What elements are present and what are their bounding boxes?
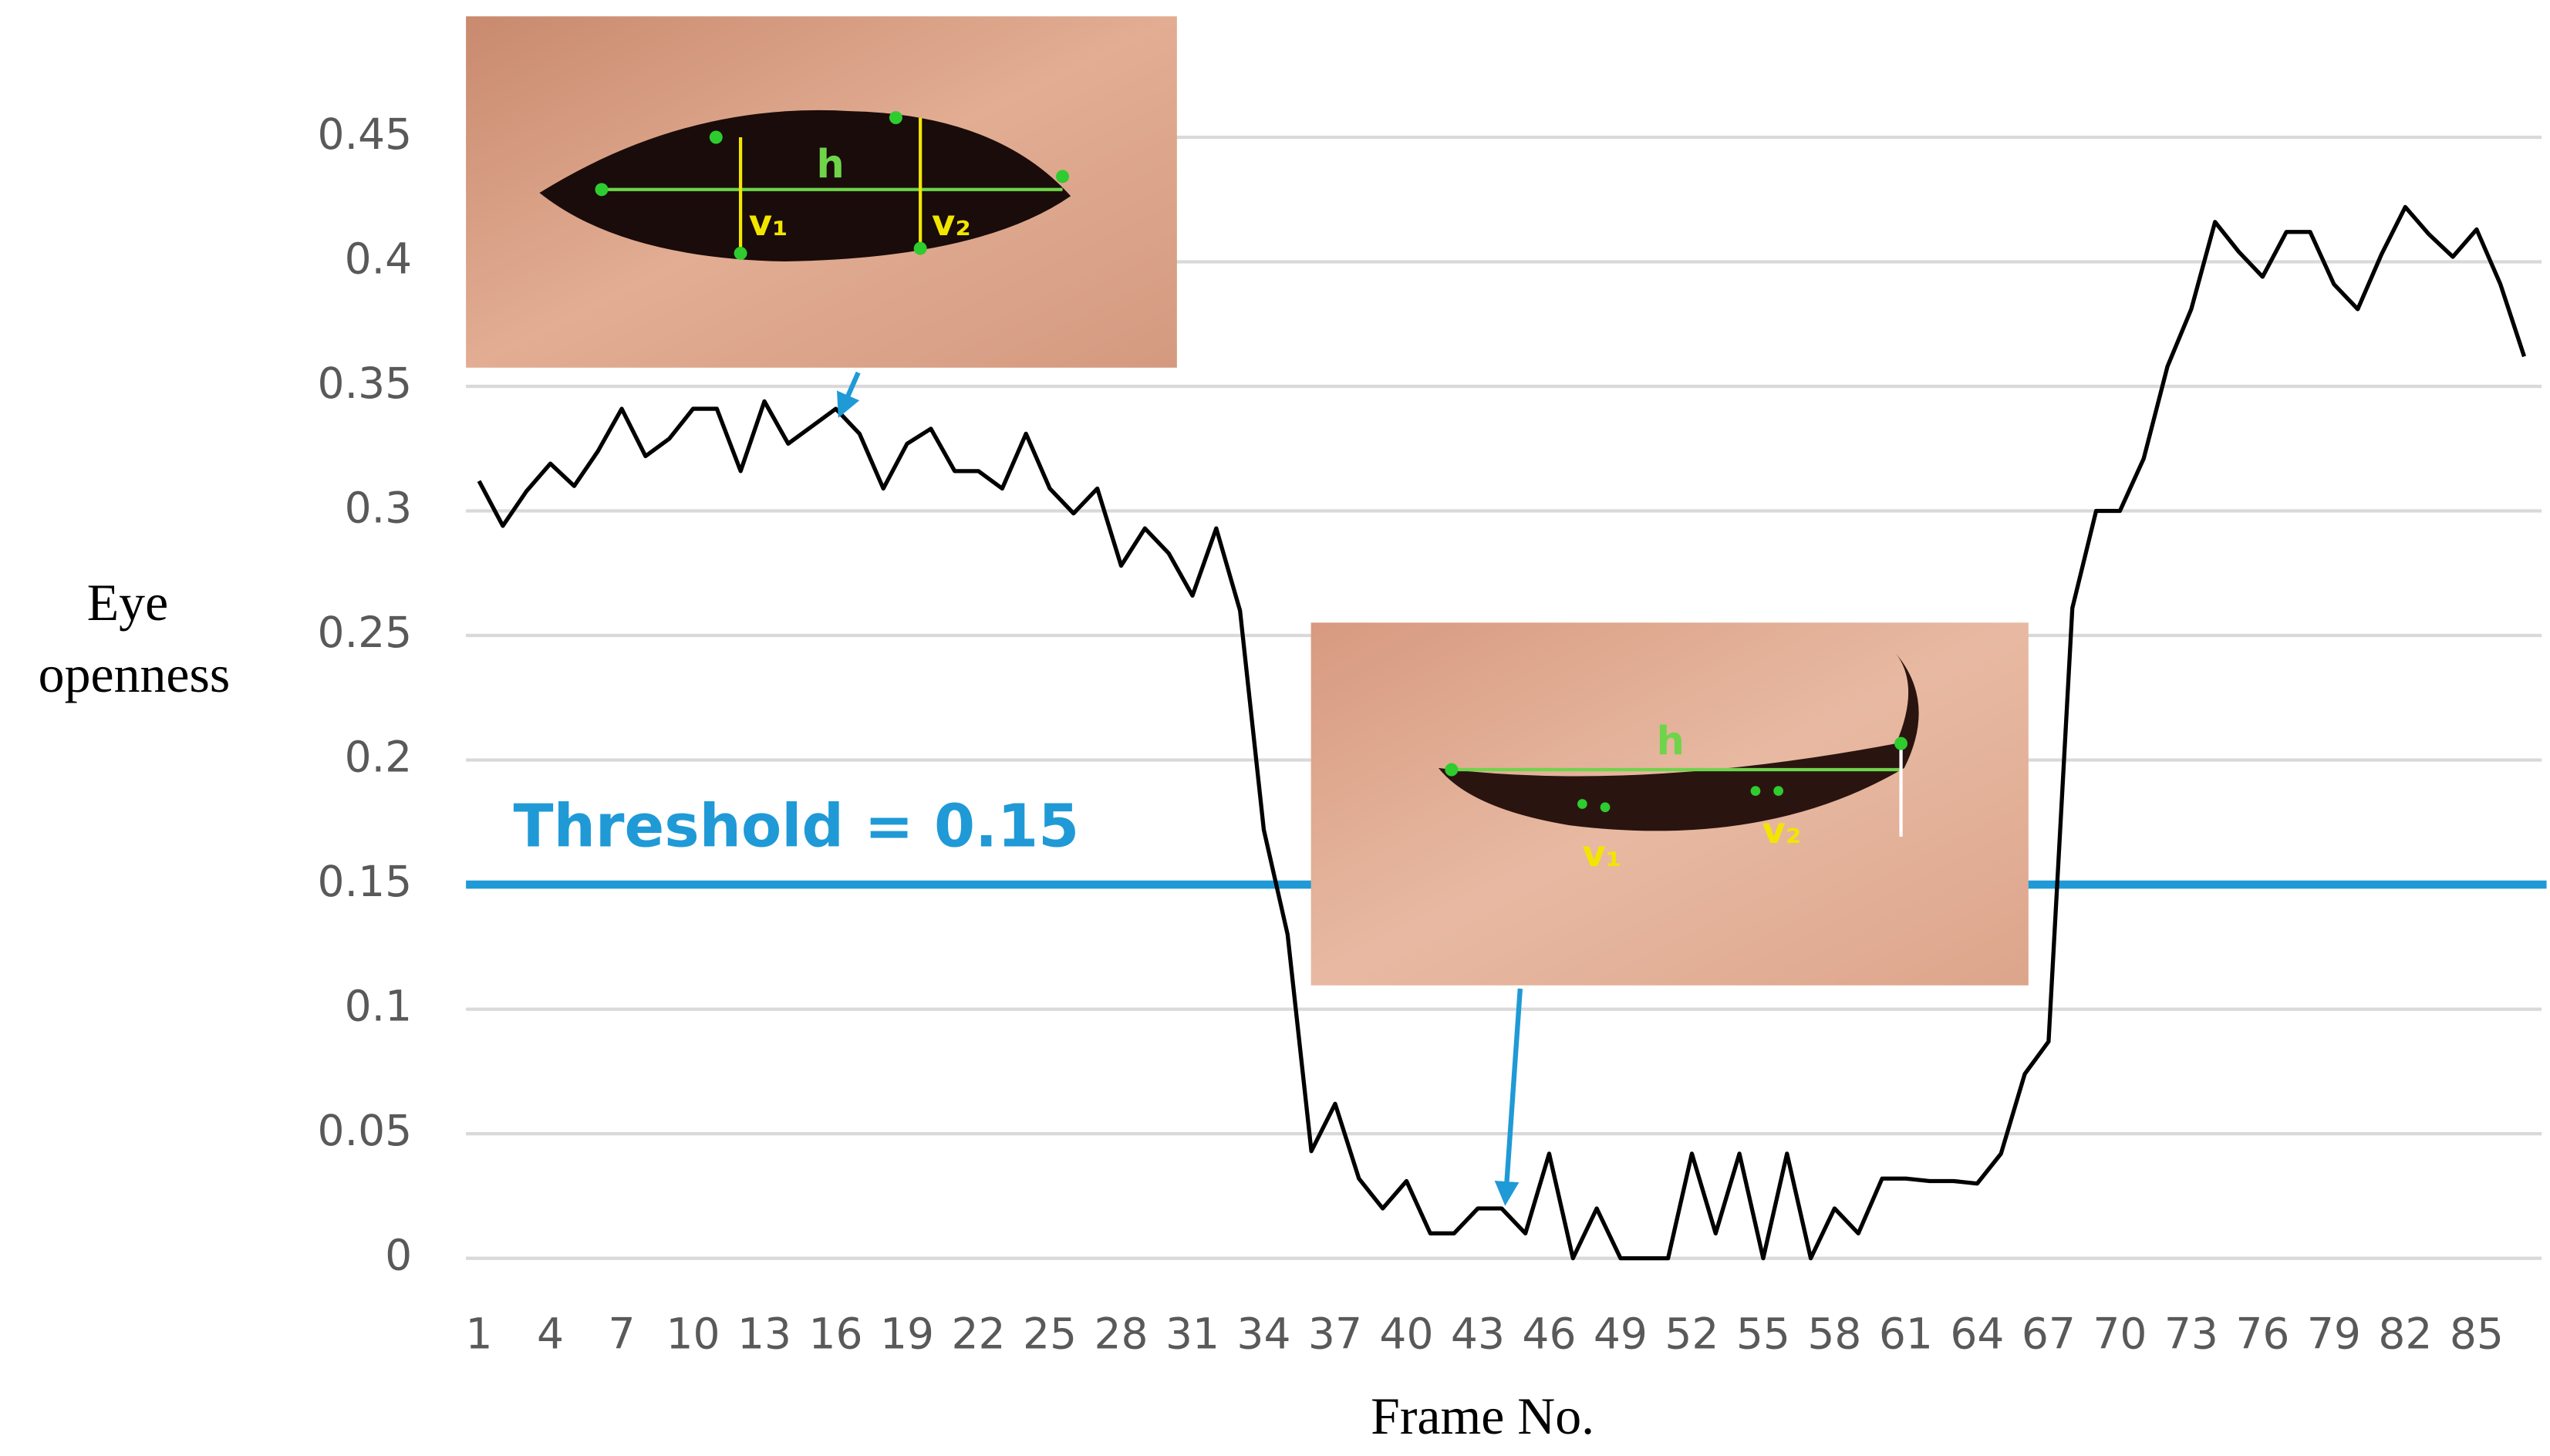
x-tick-label: 58 (1807, 1309, 1861, 1358)
landmark (1577, 799, 1587, 809)
x-tick-label: 37 (1308, 1309, 1362, 1358)
landmark (1056, 170, 1070, 184)
x-tick-label: 49 (1594, 1309, 1648, 1358)
landmark (889, 111, 902, 125)
threshold-label: Threshold = 0.15 (514, 791, 1080, 860)
landmark (1750, 786, 1761, 796)
eye-shape (539, 110, 1071, 262)
x-tick-label: 67 (2022, 1309, 2076, 1358)
inset-label: h (817, 141, 845, 187)
y-tick-label: 0.1 (345, 982, 413, 1031)
x-tick-label: 55 (1736, 1309, 1790, 1358)
x-tick-label: 73 (2164, 1309, 2218, 1358)
landmark (1894, 736, 1908, 750)
x-tick-label: 79 (2307, 1309, 2361, 1358)
x-tick-label: 64 (1950, 1309, 2004, 1358)
x-tick-label: 19 (880, 1309, 934, 1358)
y-tick-label: 0.3 (345, 484, 413, 533)
x-tick-label: 43 (1451, 1309, 1505, 1358)
eye-shape (1438, 653, 1919, 831)
x-tick-label: 4 (537, 1309, 564, 1358)
x-tick-label: 85 (2450, 1309, 2504, 1358)
inset-label: v₁ (749, 202, 788, 244)
inset-label: v₁ (1582, 833, 1621, 875)
y-tick-label: 0.05 (318, 1106, 413, 1155)
inset-open-eye: h v₁ v₂ (466, 16, 1177, 368)
landmark (913, 241, 927, 255)
inset-label: h (1657, 718, 1685, 763)
x-tick-label: 52 (1665, 1309, 1719, 1358)
x-tick-label: 76 (2235, 1309, 2289, 1358)
landmark (595, 183, 609, 197)
inset-closed-eye: h v₁ v₂ (1310, 622, 2029, 986)
x-tick-label: 22 (951, 1309, 1005, 1358)
y-tick-label: 0 (385, 1231, 412, 1280)
landmark (734, 246, 747, 260)
y-tick-label: 0.2 (345, 733, 413, 782)
data-line (477, 204, 2527, 1261)
pointer-arrow (1494, 988, 1523, 1206)
y-tick-label: 0.45 (318, 110, 413, 159)
x-tick-label: 16 (808, 1309, 862, 1358)
y-tick-label: 0.15 (318, 857, 413, 906)
grid: 0 0.05 0.1 0.15 0.2 0.25 0.3 0.35 0.4 0.45 1 4 7 10 13… (318, 110, 2542, 1358)
x-tick-label: 10 (666, 1309, 720, 1358)
x-tick-label: 31 (1165, 1309, 1219, 1358)
pointer-arrow (837, 371, 861, 418)
inset-label: v₂ (1762, 810, 1801, 851)
landmark (1600, 802, 1611, 813)
x-axis-label: Frame No. (1371, 1387, 1594, 1445)
x-tick-label: 34 (1236, 1309, 1290, 1358)
x-tick-label: 82 (2378, 1309, 2432, 1358)
y-tick-label: 0.25 (318, 608, 413, 657)
y-axis-label: openness (39, 645, 231, 703)
x-tick-label: 28 (1094, 1309, 1148, 1358)
y-tick-label: 0.35 (318, 359, 413, 408)
landmark (709, 130, 723, 144)
x-tick-label: 1 (466, 1309, 493, 1358)
x-tick-label: 70 (2093, 1309, 2147, 1358)
landmark (1773, 786, 1783, 796)
x-tick-label: 40 (1379, 1309, 1433, 1358)
x-tick-label: 46 (1522, 1309, 1576, 1358)
x-tick-label: 7 (609, 1309, 636, 1358)
x-tick-label: 61 (1879, 1309, 1933, 1358)
x-tick-label: 25 (1023, 1309, 1077, 1358)
inset-label: v₂ (932, 202, 971, 244)
y-axis-label: Eye (87, 574, 168, 632)
landmark (1445, 763, 1459, 777)
x-tick-label: 13 (737, 1309, 791, 1358)
y-tick-label: 0.4 (345, 234, 413, 284)
